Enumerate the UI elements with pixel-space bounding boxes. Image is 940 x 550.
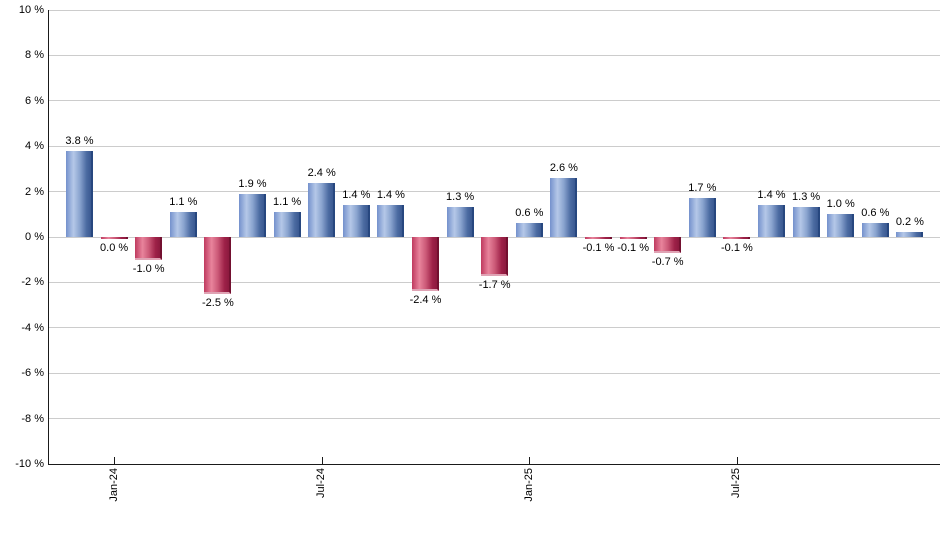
y-axis-tick-label: 8 %	[25, 49, 44, 62]
bar-value-label: 0.6 %	[861, 207, 890, 220]
y-axis-tick-label: 6 %	[25, 94, 44, 107]
bar-3	[135, 237, 163, 260]
bar-1	[66, 150, 93, 237]
bar-8	[308, 182, 336, 237]
x-axis-line	[48, 464, 940, 465]
y-axis-tick-label: -6 %	[21, 367, 44, 380]
bar-19	[688, 198, 716, 237]
gridline	[48, 418, 940, 420]
bar-18	[654, 237, 682, 253]
gridline	[48, 281, 940, 283]
gridline	[48, 191, 940, 193]
bar-value-label: -0.1 %	[617, 242, 649, 255]
bar-value-label: 1.3 %	[792, 191, 821, 204]
bar-21	[758, 205, 785, 237]
bar-value-label: -0.1 %	[582, 242, 615, 255]
bar-value-label: 1.0 %	[826, 198, 855, 211]
gridline	[48, 327, 940, 329]
bar-value-label: 1.3 %	[446, 191, 475, 204]
bar-value-label: 1.4 %	[342, 189, 371, 202]
x-axis-tick-mark	[321, 457, 323, 465]
bar-value-label: -0.7 %	[651, 255, 684, 268]
x-axis-tick-mark	[529, 457, 531, 465]
bar-value-label: 3.8 %	[65, 134, 94, 147]
bar-value-label: -1.7 %	[478, 278, 511, 291]
bar-value-label: -2.5 %	[201, 296, 234, 309]
x-axis-tick-label: Jan-24	[107, 468, 120, 502]
bar-5	[204, 237, 232, 294]
bar-25	[896, 232, 924, 237]
bar-value-label: -0.1 %	[720, 242, 753, 255]
bar-12	[446, 207, 474, 237]
bar-value-label: -1.0 %	[132, 262, 165, 275]
bar-value-label: 1.7 %	[688, 182, 717, 195]
y-axis-tick-label: 10 %	[18, 4, 44, 16]
x-axis-tick-label: Jul-24	[315, 468, 328, 498]
bar-4	[169, 212, 197, 237]
bar-6	[239, 193, 266, 237]
gridline	[48, 100, 940, 102]
bar-9	[342, 205, 370, 237]
bar-22	[792, 207, 820, 237]
bar-20	[723, 237, 751, 240]
bar-value-label: 1.1 %	[273, 196, 302, 209]
bar-17	[619, 237, 647, 240]
x-axis-tick-mark	[736, 457, 738, 465]
bar-value-label: -2.4 %	[409, 294, 442, 307]
y-axis-tick-label: -8 %	[21, 412, 44, 425]
gridline	[48, 54, 940, 56]
y-axis-line	[48, 10, 49, 465]
bar-13	[481, 237, 509, 276]
bar-value-label: 1.9 %	[238, 177, 267, 190]
bar-value-label: 2.4 %	[307, 166, 336, 179]
bar-14	[515, 223, 543, 237]
gridline	[48, 9, 940, 11]
y-axis-tick-label: 2 %	[25, 185, 44, 198]
bar-10	[377, 205, 405, 237]
y-axis-tick-label: 4 %	[25, 140, 44, 153]
y-axis-tick-label: -4 %	[21, 321, 44, 334]
bar-value-label: 1.4 %	[376, 189, 405, 202]
bar-value-label: 1.1 %	[169, 196, 198, 209]
bar-2	[100, 237, 128, 239]
gridline	[48, 372, 940, 374]
bar-value-label: 0.0 %	[100, 242, 129, 254]
bar-7	[273, 212, 301, 237]
bar-23	[827, 214, 855, 237]
bar-value-label: 0.2 %	[895, 216, 924, 229]
x-axis-tick-mark	[114, 457, 116, 465]
bar-16	[585, 237, 612, 240]
bar-value-label: 2.6 %	[549, 161, 578, 174]
y-axis-tick-label: -10 %	[15, 458, 44, 470]
bar-15	[550, 177, 578, 237]
x-axis-tick-label: Jul-25	[730, 468, 743, 498]
bar-24	[861, 223, 889, 237]
y-axis-tick-label: -2 %	[21, 276, 44, 289]
y-axis-tick-label: 0 %	[25, 231, 44, 243]
bar-value-label: 0.6 %	[515, 207, 544, 220]
x-axis-tick-label: Jan-25	[522, 468, 535, 502]
gridline	[48, 145, 940, 147]
bar-11	[412, 237, 439, 292]
bar-value-label: 1.4 %	[757, 189, 786, 202]
